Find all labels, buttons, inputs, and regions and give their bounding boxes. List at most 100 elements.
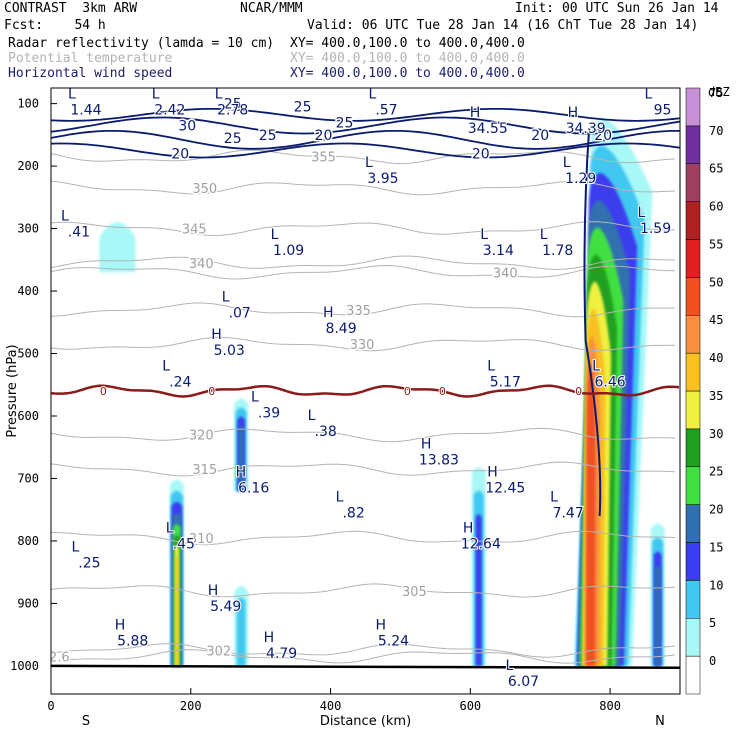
echo-band-5dbz — [99, 222, 136, 273]
colorbar-swatch — [685, 618, 701, 657]
theta-contour-315 — [51, 461, 676, 477]
extremum-value: .25 — [78, 555, 100, 571]
theta-label: 320 — [189, 429, 214, 444]
extremum-value: 34.39 — [566, 121, 606, 137]
colorbar-swatch — [685, 352, 701, 392]
theta-contour-340 — [51, 264, 675, 280]
wind-label: 25 — [294, 100, 312, 116]
extremum-type: H — [421, 436, 432, 452]
extremum-value: .57 — [375, 102, 397, 118]
x-axis-title: Distance (km) — [320, 714, 411, 729]
x-tick-label: 200 — [180, 699, 202, 713]
theta-contour-310 — [51, 530, 676, 546]
extremum-value: 13.83 — [419, 452, 459, 468]
field3-name: Horizontal wind speed — [8, 66, 173, 81]
wind-contour-20 — [51, 142, 680, 159]
extremum-type: L — [645, 86, 653, 102]
extremum-type: L — [480, 227, 488, 243]
colorbar-tick-label: 0 — [709, 654, 716, 668]
theta-label: 340 — [493, 266, 518, 281]
echo-northern-echo — [650, 523, 665, 666]
extremum-type: L — [638, 205, 646, 221]
y-tick-label: 600 — [17, 409, 39, 423]
extremum-low: L1.09 — [270, 226, 306, 260]
extremum-low: L3.14 — [479, 226, 515, 260]
x-tick-label: 600 — [459, 699, 481, 713]
extremum-high: H5.24 — [374, 617, 410, 651]
extremum-value: 6.07 — [508, 674, 539, 690]
extremum-low: L6.46 — [591, 357, 627, 391]
colorbar-swatch — [685, 239, 701, 278]
extremum-value: 6.46 — [595, 374, 626, 390]
theta-label: 355 — [311, 151, 336, 166]
extremum-type: L — [487, 358, 495, 374]
extremum-value: 6.16 — [238, 480, 269, 496]
colorbar-swatch — [685, 580, 701, 619]
colorbar-swatch — [685, 390, 701, 430]
wind-label: 20 — [171, 147, 189, 163]
extremum-type: H — [211, 327, 222, 343]
plot-frame — [50, 87, 681, 695]
theta-contour-330 — [51, 336, 675, 352]
theta-label: 315 — [192, 463, 217, 478]
extremum-type: L — [166, 521, 174, 537]
extremum-high: H4.79 — [263, 629, 299, 663]
extremum-type: L — [505, 658, 513, 674]
extremum-low: L.45 — [165, 520, 196, 554]
ground-line — [51, 664, 680, 670]
extremum-value: 95 — [654, 102, 672, 118]
wind-label: 30 — [178, 118, 196, 134]
wind-label: 20 — [594, 128, 612, 144]
extremum-value: 5.03 — [214, 343, 245, 359]
colorbar-tick-label: 30 — [709, 427, 723, 441]
extremum-high: H12.64 — [460, 520, 502, 554]
extremum-value: 1.59 — [640, 221, 671, 237]
extremum-high: H5.88 — [114, 617, 150, 651]
y-tick-label: 700 — [17, 471, 39, 485]
init-label: Init: 00 UTC Sun 26 Jan 14 — [515, 1, 719, 16]
extremum-value: 1.29 — [565, 171, 596, 187]
extremum-type: H — [236, 464, 247, 480]
colorbar-swatch — [685, 655, 701, 695]
ground-layer — [51, 664, 680, 670]
colorbar-swatch — [685, 315, 701, 354]
extremum-low: L.39 — [250, 388, 281, 422]
colorbar-tick-label: 45 — [709, 313, 723, 327]
extremum-value: 3.95 — [367, 171, 398, 187]
theta-contour-340 — [51, 255, 675, 270]
extremum-type: L — [71, 539, 79, 555]
extremum-high: H8.49 — [322, 304, 358, 338]
theta-label: 310 — [189, 532, 214, 547]
extremum-high: H6.16 — [235, 463, 271, 497]
echo-southern-shower — [169, 479, 184, 666]
extremum-value: 2.42 — [154, 102, 185, 118]
extremum-value: 8.49 — [325, 321, 356, 337]
org-label: NCAR/MMM — [240, 1, 303, 16]
freezing-level-label: 0 — [404, 385, 411, 398]
theta-label: 330 — [350, 338, 375, 353]
wind-label: 20 — [315, 128, 333, 144]
plot-area: 302.6 302 305 310 315 320 330 335 340 340 345 350 35… — [51, 86, 680, 691]
extremum-high: H13.83 — [418, 435, 460, 469]
extremum-type: H — [323, 305, 334, 321]
extremum-value: 4.79 — [266, 646, 297, 662]
theta-contour-302.6 — [51, 649, 676, 664]
echo-small-echo — [234, 585, 249, 666]
echo-band-50dbz — [586, 362, 596, 666]
theta-contour-302 — [51, 643, 676, 658]
extremum-type: L — [540, 227, 548, 243]
extremum-high: H5.49 — [207, 582, 243, 616]
theta-contour-305 — [51, 583, 676, 598]
theta-contour-350 — [51, 180, 676, 196]
extremum-low: L2.78 — [214, 88, 250, 119]
extremum-type: L — [563, 155, 571, 171]
extremum-value: .45 — [173, 537, 195, 553]
wind-label: 25 — [224, 97, 242, 113]
y-tick-label: 800 — [17, 534, 39, 548]
extremum-type: L — [152, 86, 160, 102]
extremum-low: L.57 — [367, 88, 398, 119]
